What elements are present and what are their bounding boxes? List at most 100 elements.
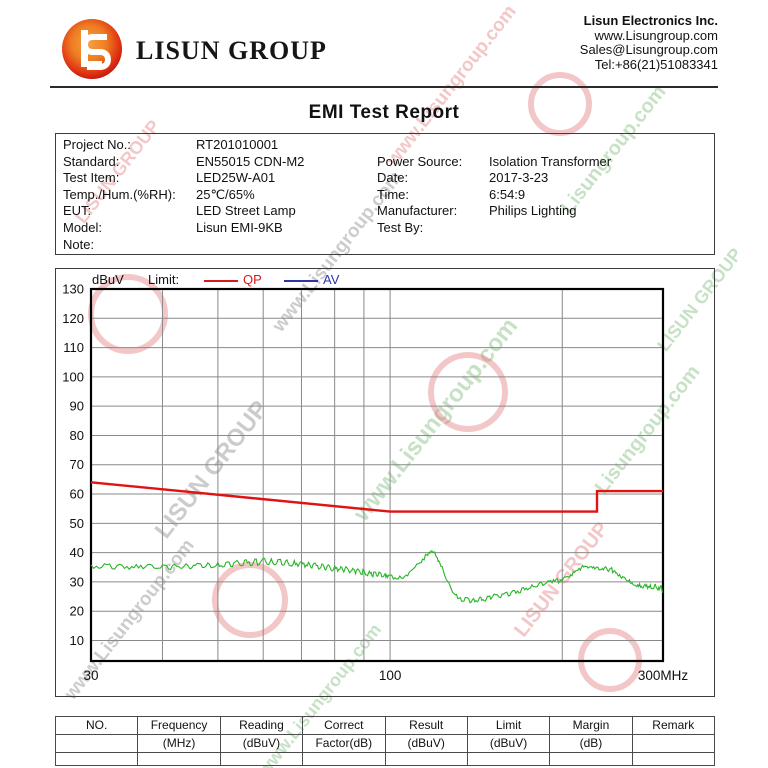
table-cell — [631, 752, 716, 766]
x-tick-label: 100 — [379, 668, 402, 683]
info-value — [196, 237, 377, 254]
table-header-cell: (dBuV) — [384, 734, 468, 753]
x-tick-label: 300MHz — [638, 668, 689, 683]
info-label: EUT: — [63, 203, 92, 219]
company-tel: Tel:+86(21)51083341 — [594, 56, 718, 72]
y-tick-label: 130 — [62, 282, 84, 297]
table-cell — [302, 752, 386, 766]
table-header-cell: (dBuV) — [219, 734, 304, 753]
table-header-cell: Reading — [219, 716, 304, 735]
info-row: Test Item: LED25W-A01 Date: 2017-3-23 — [63, 170, 714, 187]
y-tick-label: 100 — [62, 369, 84, 384]
table-header-cell: Result — [384, 716, 468, 735]
table-header-cell: Frequency — [137, 716, 221, 735]
info-label: Temp./Hum.(%RH): — [63, 186, 176, 202]
info-label: Test By: — [377, 219, 424, 235]
legend-av-swatch — [284, 280, 318, 282]
legend-qp-swatch — [204, 280, 238, 282]
legend-limit-label: Limit: — [148, 272, 180, 287]
y-unit-label: dBuV — [92, 272, 124, 287]
y-tick-label: 120 — [62, 311, 84, 326]
qp-limit-line — [90, 481, 663, 513]
info-label: Date: — [377, 170, 409, 186]
table-header-cell: NO. — [54, 716, 139, 735]
info-row: Model: Lisun EMI-9KB Test By: — [63, 220, 714, 237]
info-value: LED Street Lamp — [196, 203, 296, 219]
y-tick-label: 30 — [70, 574, 84, 589]
info-label — [377, 237, 489, 254]
info-label: Power Source: — [377, 153, 463, 169]
info-value: 2017-3-23 — [489, 170, 549, 186]
table-header-cell: Factor(dB) — [302, 734, 386, 753]
info-value: Philips Lighting — [489, 203, 577, 219]
x-tick-label: 30 — [83, 668, 98, 683]
y-tick-label: 20 — [70, 604, 84, 619]
info-label: Project No.: — [63, 137, 131, 152]
company-name: Lisun Electronics Inc. — [583, 13, 718, 28]
info-label: Standard: — [63, 153, 120, 169]
info-row: EUT: LED Street Lamp Manufacturer: Philips … — [63, 203, 714, 220]
info-label: Manufacturer: — [377, 203, 458, 219]
logo-wordmark: LISUN GROUP — [136, 36, 327, 65]
table-header-row: (MHz) (dBuV) Factor(dB) (dBuV) (dBuV) (dB) — [54, 734, 716, 753]
y-tick-label: 90 — [70, 399, 84, 414]
info-label: Test Item: — [63, 170, 120, 186]
table-cell — [384, 752, 468, 766]
info-value — [489, 220, 714, 237]
info-label: Model: — [63, 219, 103, 235]
info-value: Isolation Transformer — [489, 153, 612, 169]
info-value: Lisun EMI-9KB — [196, 219, 283, 235]
table-cell — [549, 752, 633, 766]
measurement-trace — [90, 550, 664, 604]
table-header-cell: Remark — [631, 716, 716, 735]
test-info-box: Project No.: RT201010001 Standard: EN55015 … — [55, 133, 715, 255]
info-value — [489, 137, 714, 154]
emi-chart-box: dBuV Limit: QP AV 130 120 110 100 90 80 70 60 50… — [55, 268, 715, 697]
y-tick-label: 70 — [70, 457, 84, 472]
legend-qp-label: QP — [243, 272, 262, 287]
info-row: Temp./Hum.(%RH): 25℃/65% Time: 6:54:9 — [63, 187, 714, 204]
info-value: EN55015 CDN-M2 — [196, 153, 305, 169]
table-header-cell: (dB) — [549, 734, 633, 753]
table-row — [54, 752, 716, 766]
emi-spectrum-chart: 130 120 110 100 90 80 70 60 50 40 30 20 10 30 100 300MH… — [62, 282, 689, 684]
lisun-logo-icon — [62, 19, 122, 79]
y-tick-label: 80 — [70, 428, 84, 443]
table-header-cell — [631, 734, 716, 753]
results-table: NO. Frequency Reading Correct Result Limit Mar… — [54, 716, 716, 766]
info-label — [377, 137, 489, 154]
company-info: Lisun Electronics Inc. www.Lisungroup.co… — [579, 13, 718, 72]
table-header-cell: Margin — [549, 716, 633, 735]
info-row: Standard: EN55015 CDN-M2 Power Source: Isol… — [63, 154, 714, 171]
info-row: Note: — [63, 237, 714, 254]
y-tick-label: 110 — [63, 340, 84, 355]
table-cell — [466, 752, 551, 766]
company-website: www.Lisungroup.com — [594, 27, 718, 43]
table-cell — [137, 752, 221, 766]
info-value: LED25W-A01 — [196, 170, 276, 186]
legend-av-label: AV — [323, 272, 340, 287]
y-tick-label: 10 — [70, 633, 84, 648]
info-value: 6:54:9 — [489, 186, 526, 202]
y-tick-label: 50 — [70, 516, 84, 531]
table-header-row: NO. Frequency Reading Correct Result Limit Mar… — [54, 716, 716, 735]
table-cell — [219, 752, 304, 766]
info-value: 25℃/65% — [196, 186, 255, 202]
page-title: EMI Test Report — [308, 102, 460, 123]
table-header-cell: Limit — [466, 716, 551, 735]
table-header-cell — [54, 734, 139, 753]
header-divider — [50, 86, 718, 88]
company-email: Sales@Lisungroup.com — [579, 42, 718, 58]
table-header-cell: (dBuV) — [466, 734, 551, 753]
table-header-cell: (MHz) — [137, 734, 221, 753]
info-value: RT201010001 — [196, 137, 279, 152]
y-tick-label: 60 — [70, 487, 84, 502]
table-header-cell: Correct — [302, 716, 386, 735]
logo-letter-s — [81, 34, 112, 70]
info-label: Time: — [377, 186, 410, 202]
plot-frame — [89, 287, 665, 663]
info-label: Note: — [63, 236, 95, 252]
info-value — [489, 237, 714, 254]
